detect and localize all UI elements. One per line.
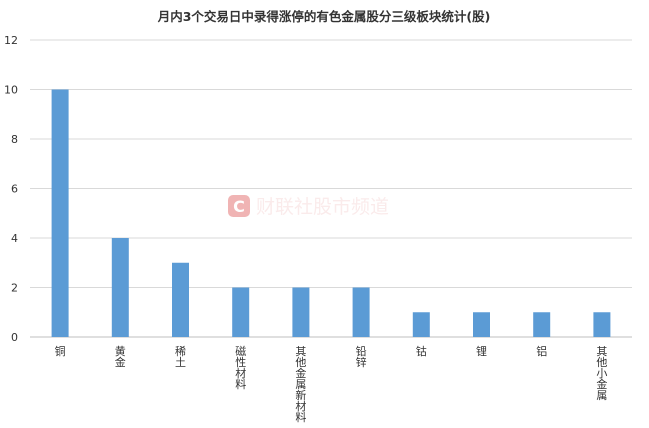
- bar: [593, 312, 611, 337]
- y-tick-label: 2: [11, 282, 18, 295]
- y-axis: 0 2 4 6 8 10 12: [4, 34, 18, 344]
- bar: [533, 312, 551, 337]
- x-tick-label: 钴: [416, 344, 427, 358]
- bar: [352, 287, 370, 337]
- y-tick-label: 10: [4, 84, 18, 97]
- bar: [473, 312, 490, 337]
- bar: [111, 238, 129, 337]
- bar: [292, 287, 310, 337]
- x-tick-label: 铅锌: [356, 344, 367, 369]
- y-tick-label: 6: [11, 183, 18, 196]
- watermark-logo-icon: [228, 195, 250, 217]
- chart-title: 月内3个交易日中录得涨停的有色金属股分三级板块统计(股): [157, 9, 491, 24]
- bar: [412, 312, 430, 337]
- y-tick-label: 12: [4, 34, 18, 47]
- x-axis: 铜 黄金 稀土 磁性材料 其他金属新材料 铅锌 钴 锂 铝 其他小金属: [55, 344, 608, 424]
- x-tick-label: 黄金: [115, 344, 126, 369]
- x-tick-label: 磁性材料: [235, 345, 246, 391]
- x-tick-label: 稀土: [175, 345, 186, 369]
- y-tick-label: 4: [11, 232, 18, 245]
- watermark-text: 财联社股市频道: [256, 196, 389, 218]
- bar: [172, 262, 189, 337]
- bar-layer: [51, 89, 611, 337]
- x-tick-label: 铜: [55, 344, 66, 358]
- x-tick-label: 铝: [536, 344, 547, 358]
- watermark: C 财联社股市频道: [228, 195, 389, 218]
- watermark-logo-letter: C: [233, 197, 245, 216]
- y-tick-label: 8: [11, 133, 18, 146]
- bar: [232, 287, 250, 337]
- y-tick-label: 0: [11, 331, 18, 344]
- bar: [51, 89, 69, 337]
- grid-layer: [30, 39, 632, 338]
- x-tick-label: 其他小金属: [596, 345, 607, 402]
- x-tick-label: 锂: [476, 344, 487, 358]
- x-tick-label: 其他金属新材料: [295, 345, 306, 424]
